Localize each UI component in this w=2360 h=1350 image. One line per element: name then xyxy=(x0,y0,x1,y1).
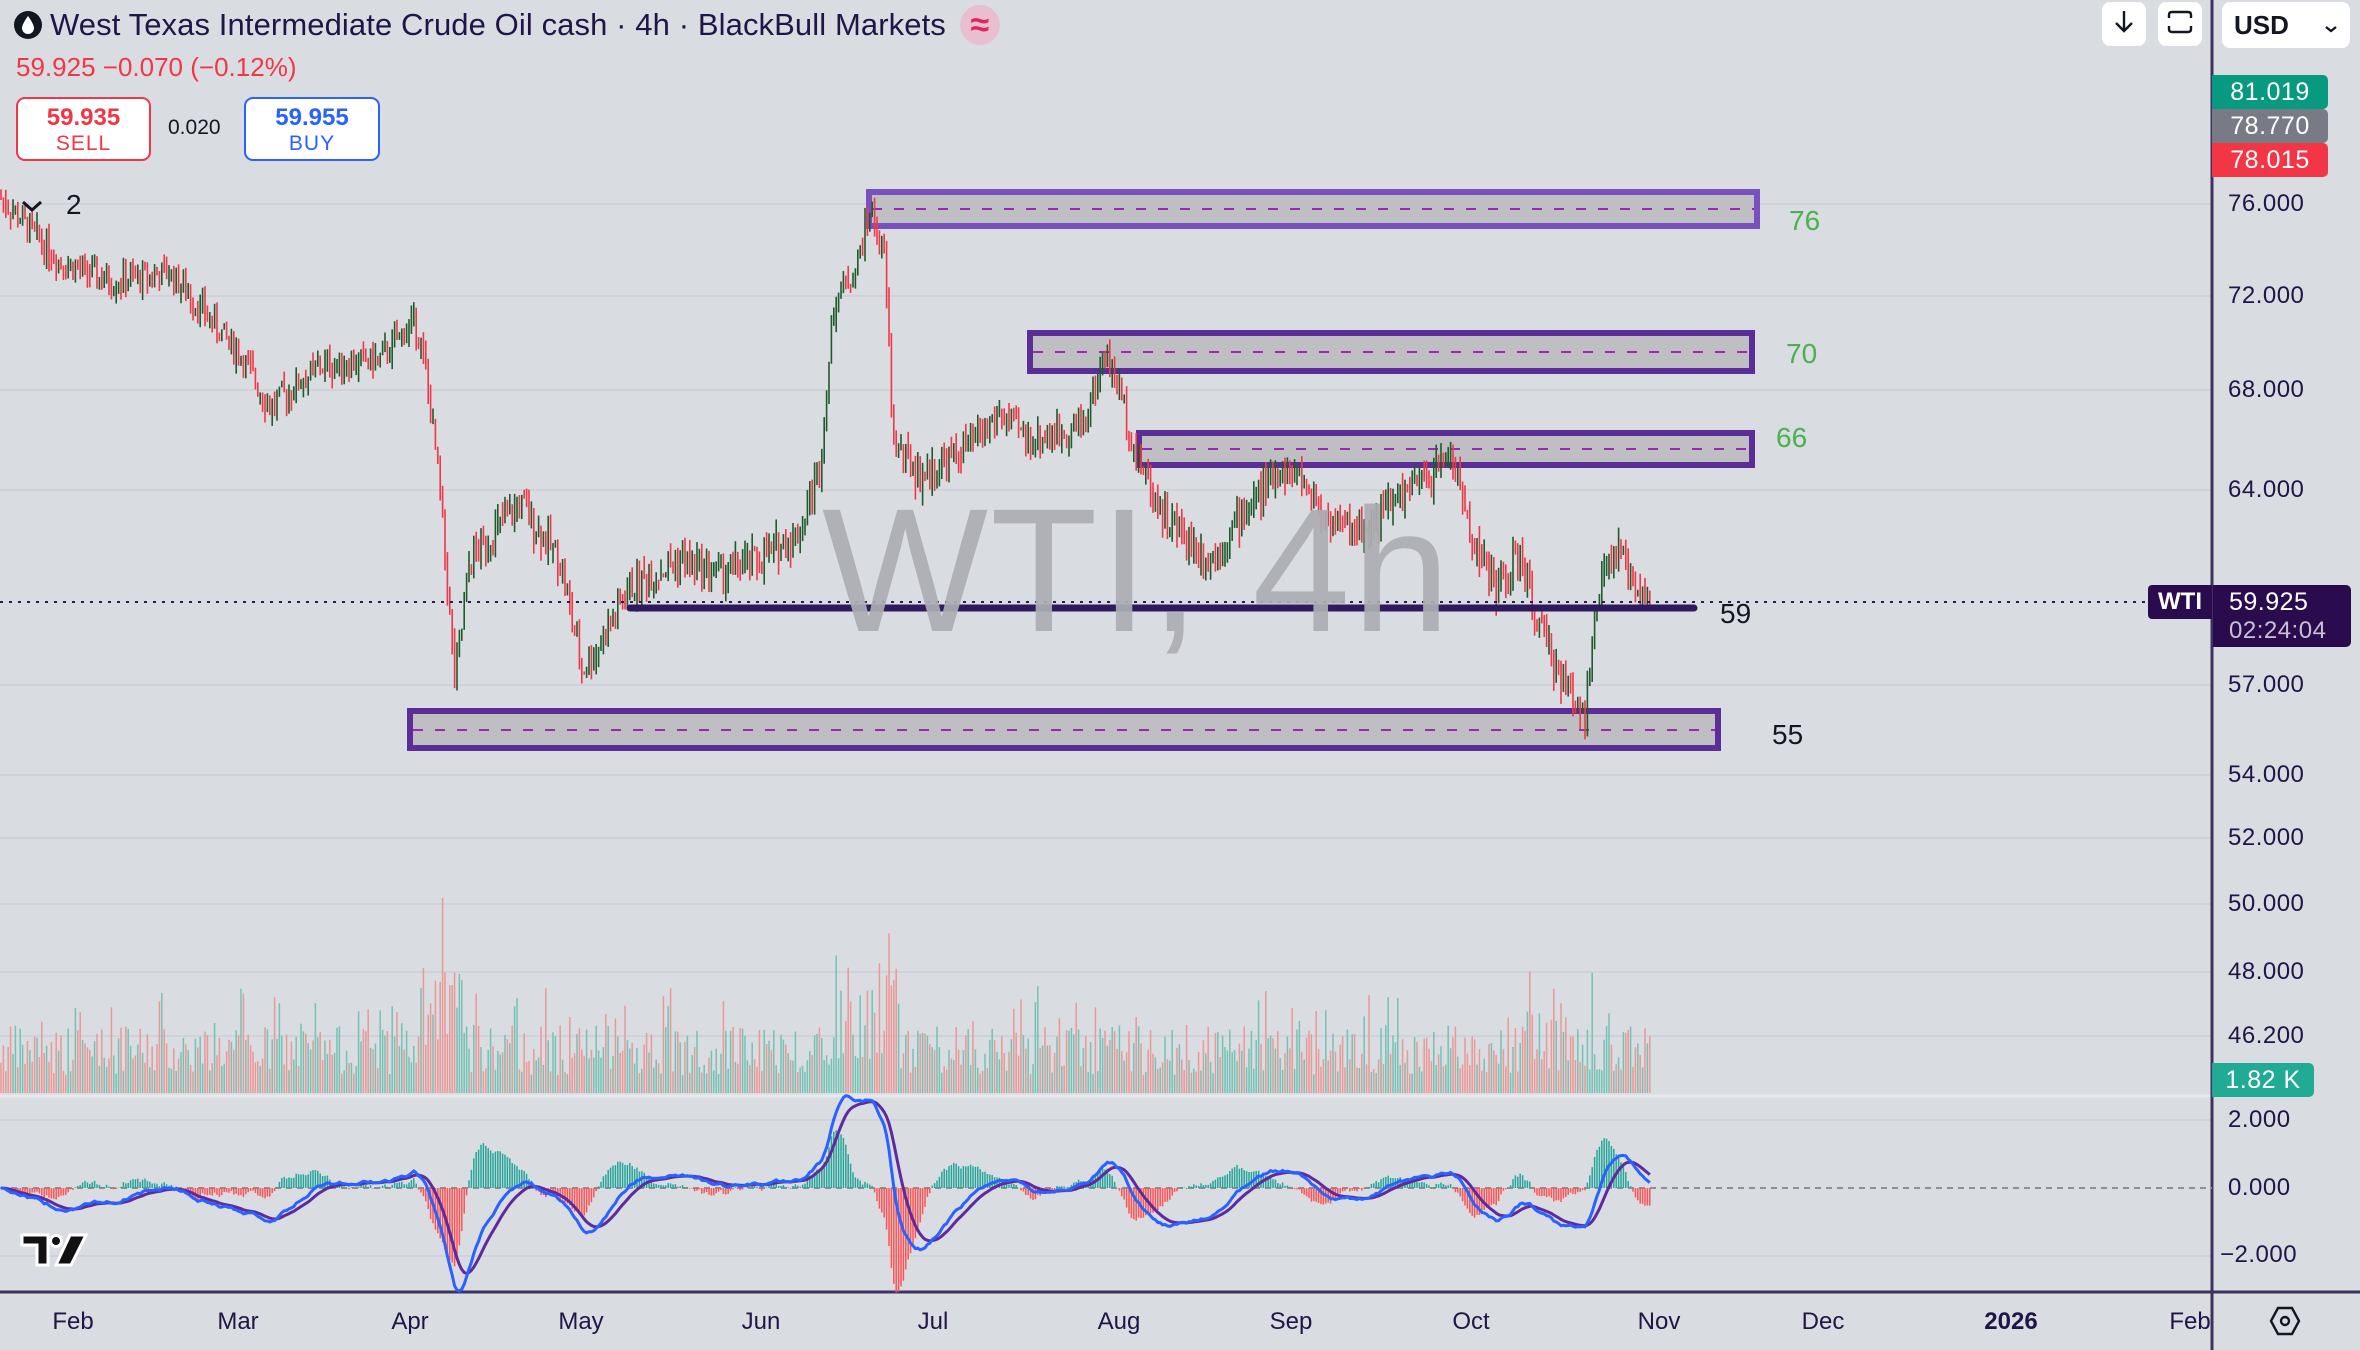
time-axis-label: Aug xyxy=(1097,1308,1141,1335)
time-axis-label: May xyxy=(558,1308,604,1335)
price-axis-label: 46.200 xyxy=(2228,1022,2305,1049)
volume-tag: 1.82 K xyxy=(2212,1063,2314,1097)
time-axis-label: Jul xyxy=(917,1308,949,1335)
indicators-toggle[interactable]: 2 xyxy=(20,183,82,227)
buy-button[interactable]: 59.955 BUY xyxy=(244,97,380,161)
time-axis-label: 2026 xyxy=(1984,1308,2038,1335)
symbol-price-label: WTI xyxy=(2148,585,2212,619)
chart-watermark: WTI, 4h xyxy=(822,473,1453,669)
time-axis-label: Jun xyxy=(741,1308,781,1335)
price-axis-label: 50.000 xyxy=(2228,890,2305,917)
price-axis-label: 52.000 xyxy=(2228,824,2305,851)
price-axis-label: 64.000 xyxy=(2228,476,2305,503)
zone-label-59: 59 xyxy=(1720,598,1752,629)
quote-line: 59.925 −0.070 (−0.12%) xyxy=(16,52,296,83)
current-price-tag: 59.925 02:24:04 xyxy=(2213,585,2351,647)
price-axis-label: 57.000 xyxy=(2228,671,2305,698)
sell-price: 59.935 xyxy=(46,104,121,131)
zone-label-66: 66 xyxy=(1776,422,1808,453)
prev-close-tag: 78.770 xyxy=(2212,109,2328,143)
high-price-tag: 81.019 xyxy=(2212,75,2328,109)
time-axis-label: Mar xyxy=(217,1308,259,1335)
arrow-down-icon xyxy=(2113,9,2135,40)
zone-box-55[interactable] xyxy=(407,708,1721,751)
low-price-tag: 78.015 xyxy=(2212,143,2328,177)
buy-price: 59.955 xyxy=(275,104,349,131)
price-axis-label: 54.000 xyxy=(2228,761,2305,788)
zone-label-76: 76 xyxy=(1789,205,1821,236)
zone-label-55: 55 xyxy=(1772,719,1804,750)
sell-button[interactable]: 59.935 SELL xyxy=(16,97,151,161)
macd-axis-label: 2.000 xyxy=(2228,1106,2291,1133)
time-axis-label: Feb xyxy=(52,1308,94,1335)
symbol-title-bar[interactable]: West Texas Intermediate Crude Oil cash ·… xyxy=(14,5,1000,45)
sell-label: SELL xyxy=(55,132,112,155)
time-axis-label: Sep xyxy=(1269,1308,1313,1335)
macd-axis-label: −2.000 xyxy=(2220,1241,2298,1268)
time-axis-label: Nov xyxy=(1637,1308,1681,1335)
volume-bars xyxy=(0,897,1651,1093)
indicator-count: 2 xyxy=(66,189,82,220)
buy-label: BUY xyxy=(288,132,336,155)
spread-value: 0.020 xyxy=(168,116,221,139)
price-change: −0.070 xyxy=(102,52,184,82)
price-axis-label: 76.000 xyxy=(2228,190,2305,217)
symbol-title[interactable]: West Texas Intermediate Crude Oil cash ·… xyxy=(50,7,946,42)
fullscreen-button[interactable] xyxy=(2158,2,2202,46)
zone-box-70[interactable] xyxy=(1027,330,1755,374)
grid-lines xyxy=(0,203,2212,1257)
zone-label-70: 70 xyxy=(1786,338,1818,369)
bar-countdown: 02:24:04 xyxy=(2229,617,2327,644)
currency-value: USD xyxy=(2234,9,2289,40)
download-button[interactable] xyxy=(2102,2,2146,46)
time-axis-label: Dec xyxy=(1801,1308,1845,1335)
zone-box-76[interactable] xyxy=(866,189,1760,229)
price-change-pct: (−0.12%) xyxy=(190,52,297,82)
macd-axis-label: 0.000 xyxy=(2228,1174,2291,1201)
chevron-down-icon xyxy=(20,189,44,221)
tradingview-logo-icon[interactable] xyxy=(20,1232,89,1273)
wave-approx-icon[interactable]: ≈ xyxy=(959,5,1000,45)
last-price: 59.925 xyxy=(16,52,96,82)
price-axis-label: 68.000 xyxy=(2228,376,2305,403)
current-price: 59.925 xyxy=(2229,588,2309,616)
time-axis-label: Oct xyxy=(1452,1308,1490,1335)
time-axis-label: Feb xyxy=(2169,1308,2211,1335)
gear-hex-icon[interactable] xyxy=(2268,1304,2302,1343)
price-axis-label: 48.000 xyxy=(2228,958,2305,985)
currency-select[interactable]: USD xyxy=(2222,2,2350,48)
oil-drop-icon xyxy=(14,11,42,39)
price-candles xyxy=(0,189,1651,740)
time-axis-label: Apr xyxy=(391,1308,429,1335)
macd-line xyxy=(0,1094,1651,1293)
fullscreen-icon xyxy=(2167,10,2193,39)
price-axis-label: 72.000 xyxy=(2228,282,2305,309)
chevron-down-icon xyxy=(2324,10,2338,41)
